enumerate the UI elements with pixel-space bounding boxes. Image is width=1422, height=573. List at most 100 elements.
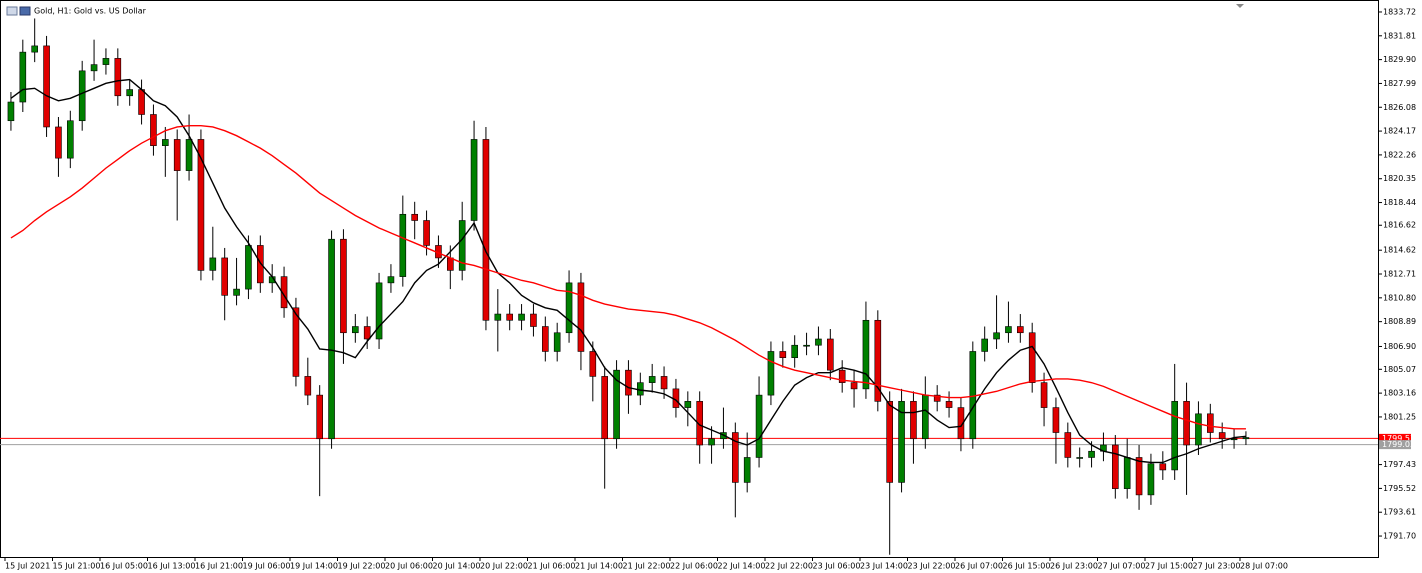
moving-average [10,125,1246,430]
candle-body [743,457,751,483]
candle-body [340,238,347,334]
candle-body [447,257,454,271]
candle-body [1112,444,1119,489]
candle-body [292,307,300,377]
y-tick-label: 1795.52 [1383,484,1416,493]
candle-body [910,401,917,440]
candle-body [601,376,608,440]
candle-body [458,220,466,271]
candle-body [1017,326,1024,334]
x-tick-label: 19 Jul 06:00 [243,562,291,571]
y-tick-label: 1826.08 [1383,103,1416,112]
x-tick-label: 21 Jul 22:00 [623,562,671,571]
x-tick-label: 15 Jul 2021 [5,562,50,571]
symbol-flag [19,6,31,16]
candle-body [862,319,870,390]
candle-body [838,369,846,383]
candle-body [791,344,798,358]
candle-body [482,139,490,321]
x-tick-label: 22 Jul 06:00 [670,562,718,571]
y-tick-label: 1814.62 [1383,246,1416,255]
candle-body [280,276,288,309]
candle-body [233,288,240,296]
plot-frame [0,0,1379,558]
candle-body [755,394,763,458]
candle-body [328,238,335,440]
candle-body [1123,457,1131,489]
candle-body [209,257,217,271]
candle-body [779,351,787,358]
y-tick-label: 1793.61 [1383,508,1416,517]
candle-body [530,313,537,327]
candle-body [933,394,941,402]
candle-body [173,139,181,171]
x-tick-label: 19 Jul 22:00 [338,562,386,571]
candle-body [613,369,620,440]
candle-body [874,319,882,402]
x-tick-label: 23 Jul 22:00 [908,562,956,571]
moving-average [10,78,1247,464]
y-tick-label: 1827.99 [1383,79,1416,88]
candle-body [494,313,502,321]
candle-body [375,282,383,340]
y-tick-label: 1818.44 [1383,198,1416,207]
y-tick-label: 1803.16 [1383,389,1416,398]
y-tick-label: 1831.81 [1383,31,1416,40]
price-label: 1799.53 [1382,434,1415,443]
candle-body [1040,382,1048,408]
candle-body [363,326,371,340]
candle-body [1005,326,1012,334]
candle-body [423,220,430,246]
y-tick-label: 1833.72 [1383,7,1416,16]
x-tick-label: 26 Jul 07:00 [955,562,1003,571]
candle-body [114,58,122,97]
candle-body [815,338,822,346]
candle-body [803,344,810,347]
x-tick-label: 28 Jul 07:00 [1240,562,1288,571]
y-tick-label: 1791.70 [1383,532,1416,541]
candle-body [1207,413,1214,433]
candle-body [708,438,715,446]
x-tick-label: 20 Jul 14:00 [433,562,481,571]
candle-body [19,51,27,103]
candle-body [589,351,597,377]
y-tick-label: 1801.25 [1383,412,1416,421]
candle-body [648,376,656,383]
candle-body [55,126,62,159]
candle-body [732,432,739,483]
x-tick-label: 15 Jul 21:00 [53,562,101,571]
candle-body [565,282,573,334]
candle-body [660,376,668,390]
candle-body [886,401,893,483]
candle-body [1195,413,1202,446]
candle-body [257,245,264,284]
x-tick-label: 21 Jul 06:00 [528,562,576,571]
candle-body [1076,457,1083,459]
x-tick-label: 20 Jul 06:00 [385,562,433,571]
y-tick-label: 1824.17 [1383,127,1416,136]
y-tick-label: 1810.80 [1383,293,1416,302]
candle-body [1242,437,1250,440]
candle-body [553,332,561,352]
x-tick-label: 16 Jul 13:00 [148,562,196,571]
candle-body [1159,463,1167,471]
candle-body [245,245,252,290]
candle-body [957,407,965,440]
candle-body [969,351,977,440]
candle-body [625,369,632,396]
candle-body [316,394,323,440]
y-tick-label: 1822.26 [1383,150,1416,159]
candle-body [162,139,169,146]
candle-body [1147,463,1155,496]
candle-body [185,139,193,171]
candle-body [352,326,359,334]
price-label: 1799.03 [1382,440,1415,449]
candle-body [304,376,312,396]
candle-body [387,276,395,284]
candle-body [637,382,644,396]
candle-body [1218,432,1226,440]
x-tick-label: 23 Jul 14:00 [860,562,908,571]
candle-body [399,213,407,277]
candle-body [411,213,418,221]
